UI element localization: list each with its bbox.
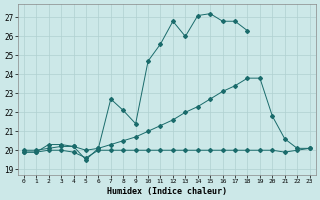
X-axis label: Humidex (Indice chaleur): Humidex (Indice chaleur)	[107, 187, 227, 196]
